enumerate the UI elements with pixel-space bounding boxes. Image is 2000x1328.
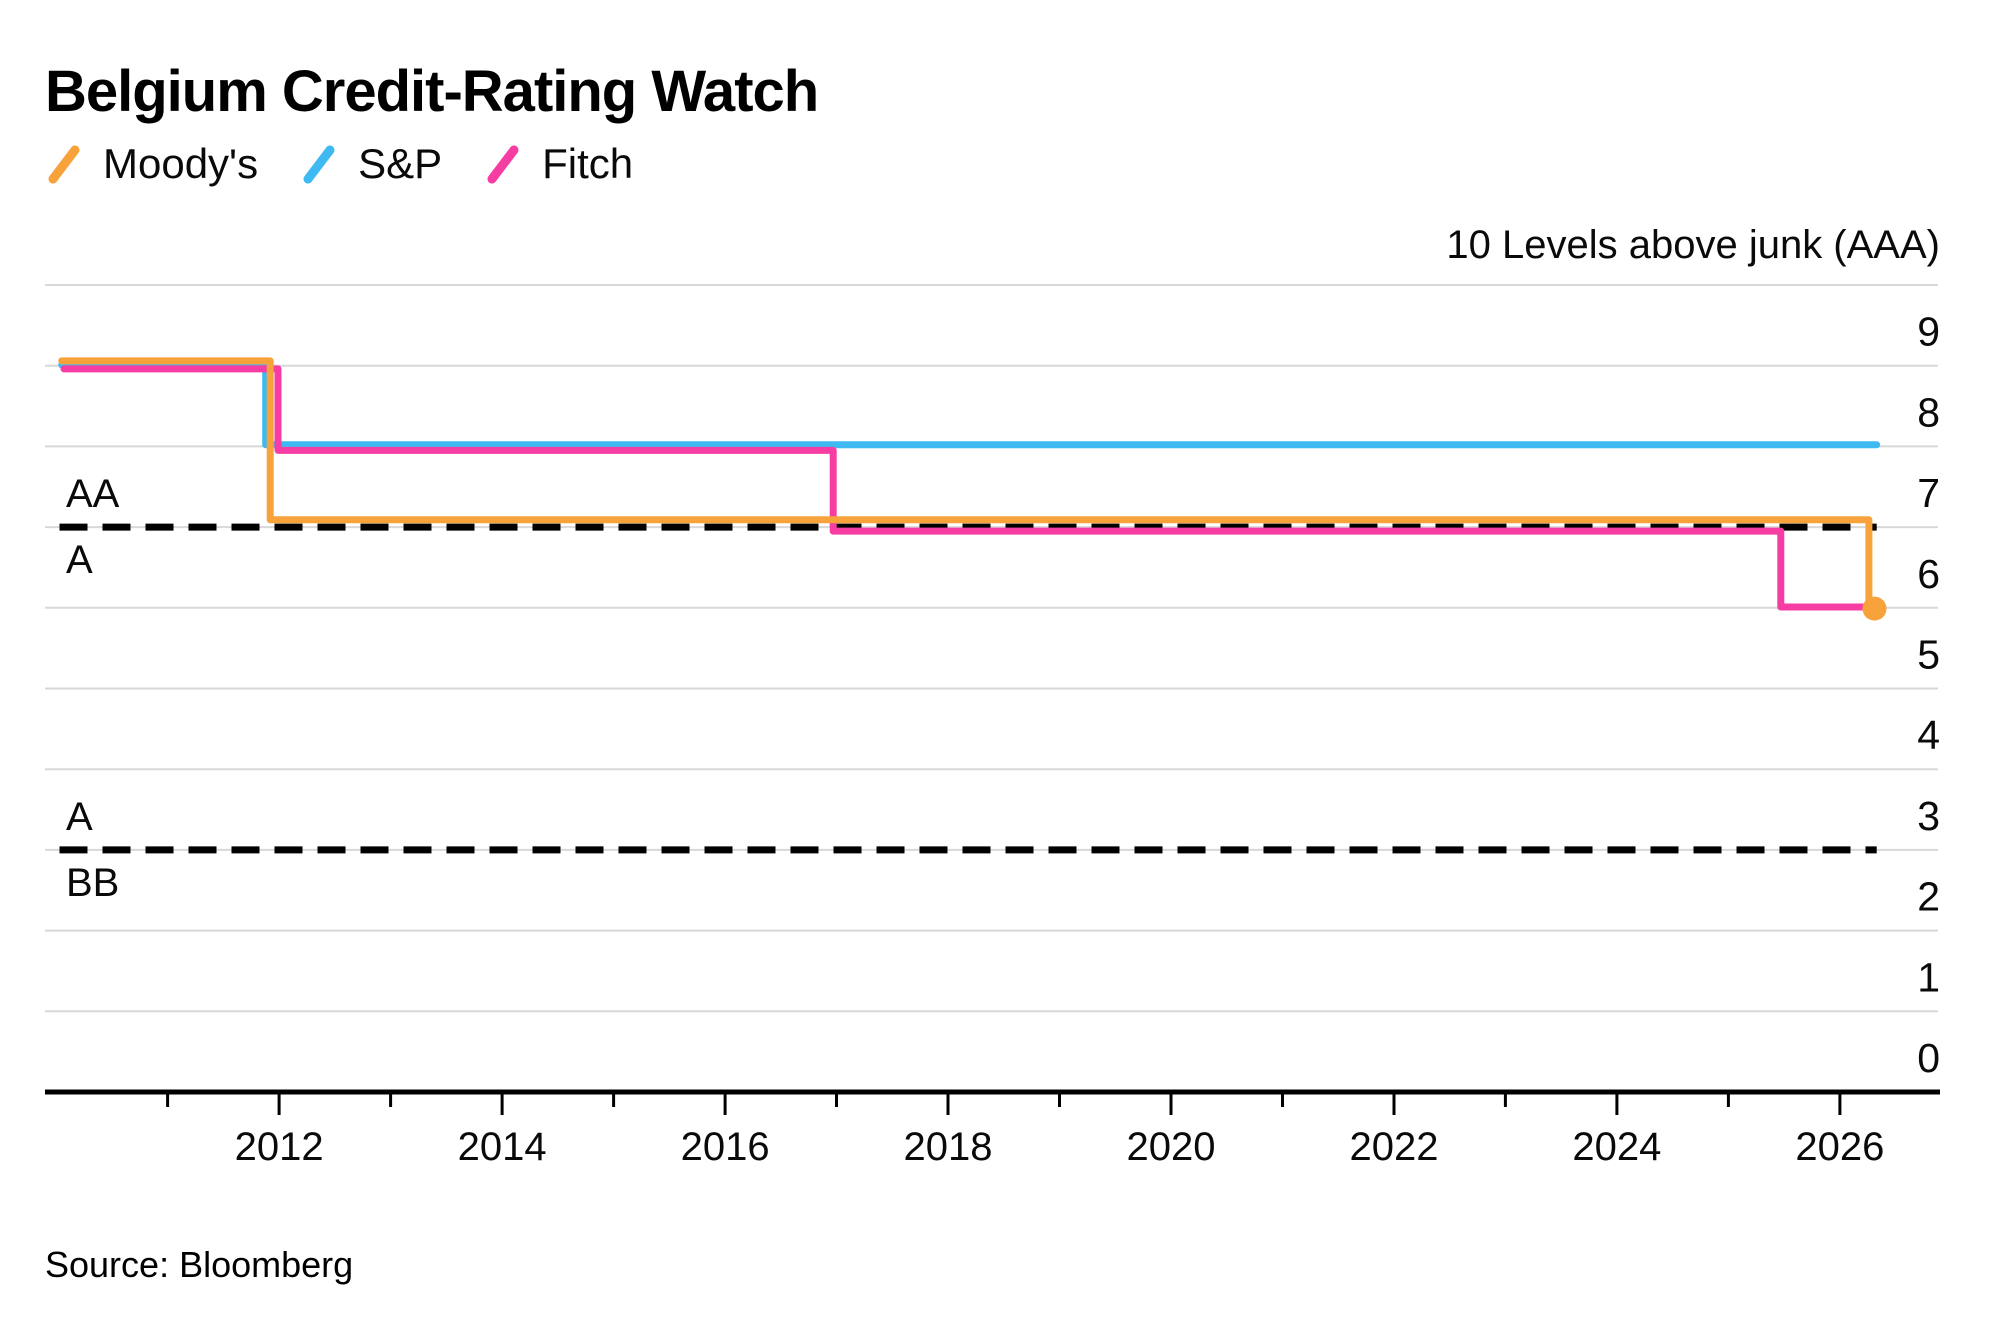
legend-label-fitch: Fitch — [542, 140, 634, 187]
x-axis-year-label-2024: 2024 — [1572, 1125, 1661, 1169]
y-axis-tick-label-0: 0 — [1917, 1035, 1940, 1081]
x-axis-year-label-2016: 2016 — [681, 1125, 770, 1169]
y-axis-tick-label-5: 5 — [1917, 632, 1940, 678]
latest-rating-marker-moodys — [1862, 596, 1887, 621]
rating-label-above-boundary-1: AA — [66, 472, 120, 516]
y-axis-tick-label-9: 9 — [1917, 309, 1940, 355]
y-axis-tick-label-6: 6 — [1917, 551, 1940, 597]
x-axis-year-label-2018: 2018 — [904, 1125, 993, 1169]
legend-item-fitch: Fitch — [486, 140, 633, 188]
x-axis-year-label-2022: 2022 — [1350, 1125, 1439, 1169]
y-axis-tick-label-7: 7 — [1917, 470, 1940, 516]
rating-label-below-boundary-1: A — [66, 538, 93, 582]
series-line-fitch — [60, 365, 1878, 611]
legend-item-sp: S&P — [302, 140, 442, 188]
legend-item-moodys: Moody's — [47, 140, 258, 188]
y-axis-tick-label-8: 8 — [1917, 389, 1940, 435]
series-line-moodys — [58, 357, 1878, 613]
chart-title: Belgium Credit-Rating Watch — [45, 59, 819, 124]
x-axis-year-label-2012: 2012 — [235, 1125, 324, 1169]
y-axis-tick-label-3: 3 — [1917, 793, 1940, 839]
legend-slash-icon-moodys — [48, 145, 80, 184]
legend-slash-icon-sp — [303, 145, 335, 184]
source-note: Source: Bloomberg — [45, 1244, 354, 1285]
legend-slash-icon-fitch — [487, 145, 519, 184]
chart-legend: Moody's S&P Fitch — [47, 140, 633, 188]
x-axis-year-label-2014: 2014 — [458, 1125, 547, 1169]
rating-label-above-boundary-2: A — [66, 795, 93, 839]
x-axis-year-label-2020: 2020 — [1127, 1125, 1216, 1169]
rating-label-below-boundary-2: BB — [66, 861, 119, 905]
legend-label-moodys: Moody's — [103, 140, 259, 187]
y-axis-tick-label-1: 1 — [1917, 954, 1940, 1000]
series-line-sp — [58, 361, 1881, 449]
legend-label-sp: S&P — [358, 140, 443, 187]
y-axis-tick-label-2: 2 — [1917, 874, 1940, 920]
y-axis-tick-label-4: 4 — [1917, 712, 1940, 758]
x-axis-year-label-2026: 2026 — [1795, 1125, 1884, 1169]
right-axis-header: 10 Levels above junk (AAA) — [1446, 223, 1940, 267]
